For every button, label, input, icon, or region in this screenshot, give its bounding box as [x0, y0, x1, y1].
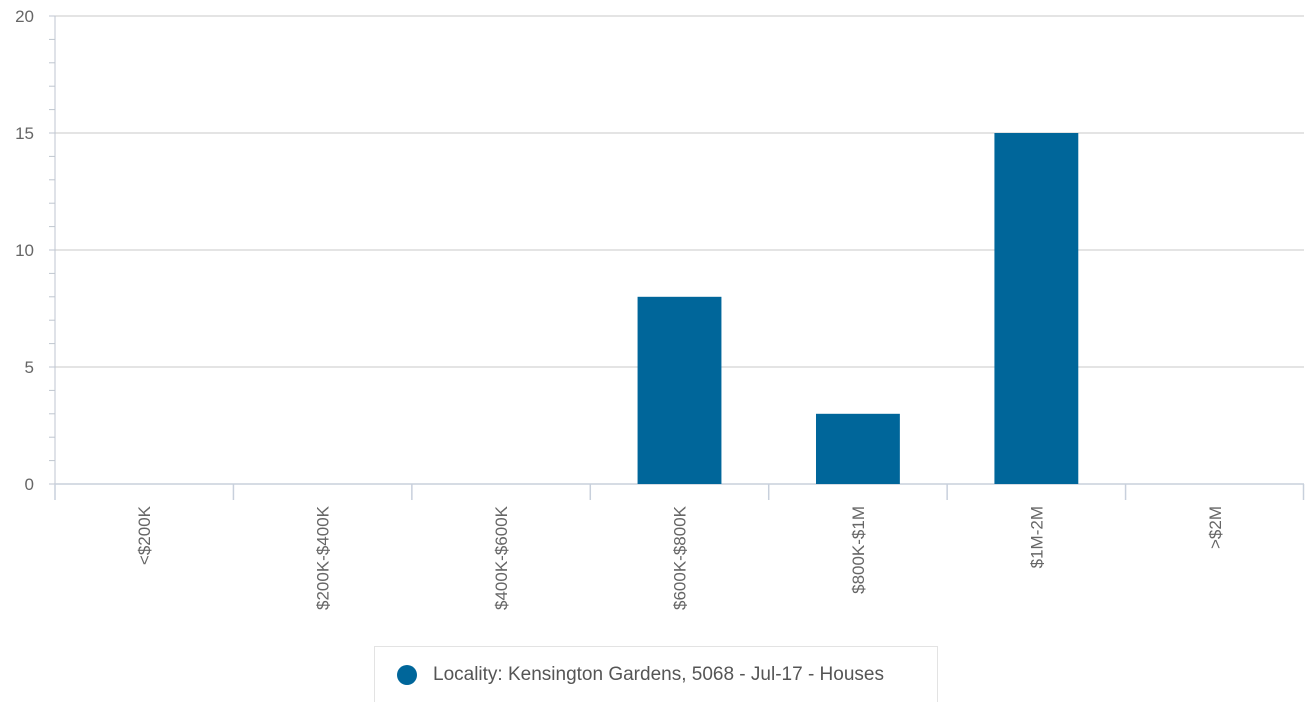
x-tick-label: $1M-2M — [1027, 506, 1046, 568]
y-axis-tick-labels: 0 5 10 15 20 — [15, 7, 34, 494]
x-tick-label: $600K-$800K — [671, 505, 690, 610]
y-tick-label: 10 — [15, 241, 34, 260]
x-tick-label: $800K-$1M — [849, 506, 868, 594]
bar[interactable] — [815, 413, 900, 484]
x-tick-label: $200K-$400K — [314, 505, 333, 610]
x-tick-label: <$200K — [135, 505, 154, 565]
legend-series-marker — [397, 664, 417, 685]
x-axis-ticks — [54, 484, 1305, 500]
legend-series-label[interactable]: Locality: Kensington Gardens, 5068 - Jul… — [433, 663, 884, 685]
bar[interactable] — [637, 296, 722, 484]
y-axis-minor-ticks — [49, 15, 55, 485]
x-tick-label: >$2M — [1206, 506, 1225, 549]
bars — [637, 133, 1079, 484]
y-tick-label: 0 — [25, 475, 34, 494]
x-axis-tick-labels: <$200K $200K-$400K $400K-$600K $600K-$800K $… — [135, 505, 1225, 610]
x-tick-label: $400K-$600K — [492, 505, 511, 610]
bar[interactable] — [994, 133, 1079, 484]
y-tick-label: 5 — [25, 358, 34, 377]
legend[interactable]: Locality: Kensington Gardens, 5068 - Jul… — [374, 646, 938, 702]
y-tick-label: 15 — [15, 124, 34, 143]
y-tick-label: 20 — [15, 7, 34, 26]
